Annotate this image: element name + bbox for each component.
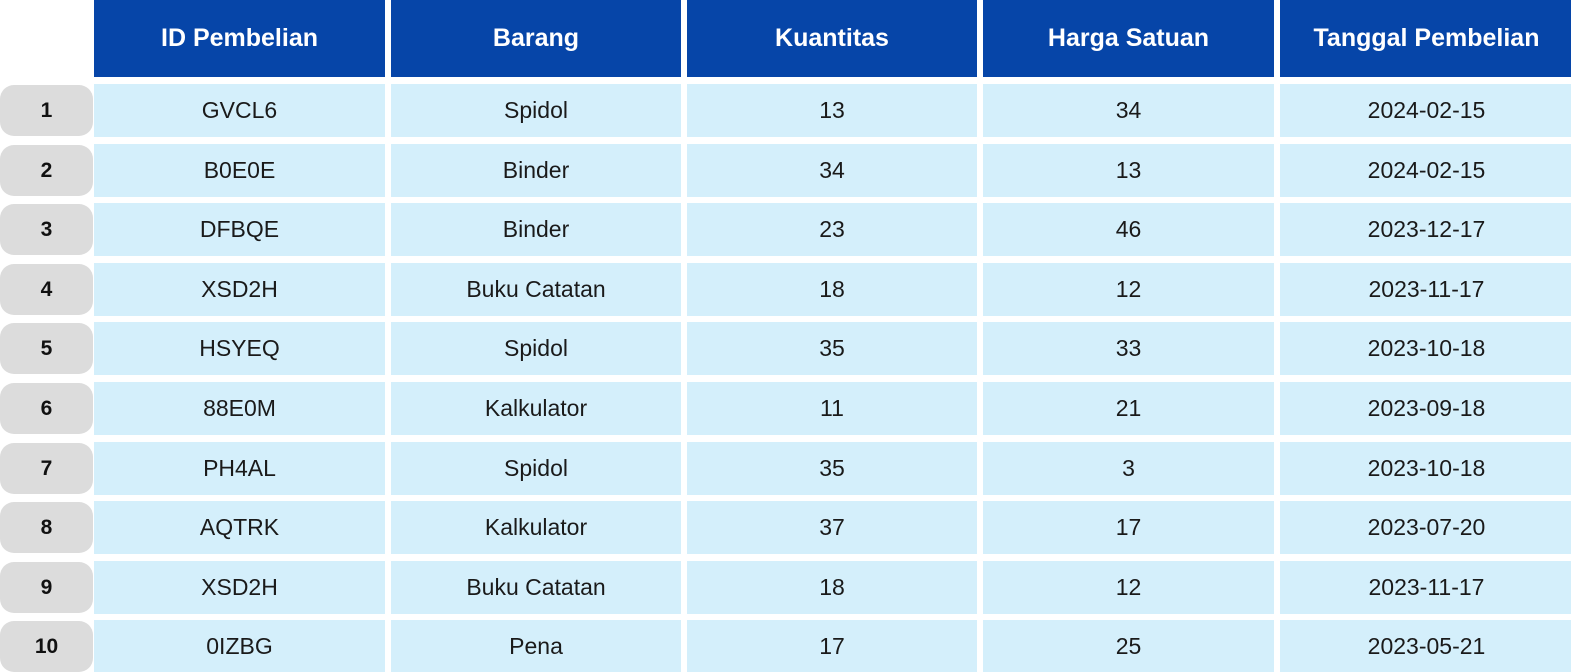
cell-kuantitas[interactable]: 18	[687, 263, 977, 316]
column-header-tanggal-pembelian[interactable]: Tanggal Pembelian	[1280, 0, 1571, 77]
cell-harga-satuan[interactable]: 25	[983, 620, 1274, 672]
table-row: 5 HSYEQ Spidol 35 33 2023-10-18	[0, 322, 1571, 375]
cell-kuantitas[interactable]: 34	[687, 144, 977, 197]
cell-kuantitas[interactable]: 17	[687, 620, 977, 672]
cell-harga-satuan[interactable]: 46	[983, 203, 1274, 256]
row-number[interactable]: 9	[0, 562, 93, 613]
cell-tanggal-pembelian[interactable]: 2023-05-21	[1280, 620, 1571, 672]
cell-kuantitas[interactable]: 23	[687, 203, 977, 256]
cell-tanggal-pembelian[interactable]: 2023-10-18	[1280, 322, 1571, 375]
cell-tanggal-pembelian[interactable]: 2023-07-20	[1280, 501, 1571, 554]
table-row: 7 PH4AL Spidol 35 3 2023-10-18	[0, 442, 1571, 495]
row-number[interactable]: 10	[0, 621, 93, 672]
cell-id-pembelian[interactable]: DFBQE	[94, 203, 385, 256]
cell-harga-satuan[interactable]: 17	[983, 501, 1274, 554]
row-number[interactable]: 5	[0, 323, 93, 374]
cell-barang[interactable]: Buku Catatan	[391, 263, 681, 316]
row-number[interactable]: 2	[0, 145, 93, 196]
table-row: 6 88E0M Kalkulator 11 21 2023-09-18	[0, 382, 1571, 435]
cell-tanggal-pembelian[interactable]: 2024-02-15	[1280, 144, 1571, 197]
cell-id-pembelian[interactable]: HSYEQ	[94, 322, 385, 375]
row-number[interactable]: 3	[0, 204, 93, 255]
cell-barang[interactable]: Spidol	[391, 84, 681, 137]
table-row: 2 B0E0E Binder 34 13 2024-02-15	[0, 144, 1571, 197]
cell-harga-satuan[interactable]: 33	[983, 322, 1274, 375]
row-number[interactable]: 1	[0, 85, 93, 136]
row-number[interactable]: 7	[0, 443, 93, 494]
cell-kuantitas[interactable]: 11	[687, 382, 977, 435]
table-row: 8 AQTRK Kalkulator 37 17 2023-07-20	[0, 501, 1571, 554]
cell-kuantitas[interactable]: 35	[687, 442, 977, 495]
cell-harga-satuan[interactable]: 3	[983, 442, 1274, 495]
column-header-barang[interactable]: Barang	[391, 0, 681, 77]
cell-tanggal-pembelian[interactable]: 2024-02-15	[1280, 84, 1571, 137]
cell-barang[interactable]: Kalkulator	[391, 382, 681, 435]
cell-harga-satuan[interactable]: 12	[983, 263, 1274, 316]
cell-id-pembelian[interactable]: PH4AL	[94, 442, 385, 495]
cell-harga-satuan[interactable]: 12	[983, 561, 1274, 614]
cell-id-pembelian[interactable]: 0IZBG	[94, 620, 385, 672]
table-row: 10 0IZBG Pena 17 25 2023-05-21	[0, 620, 1571, 672]
cell-barang[interactable]: Binder	[391, 203, 681, 256]
cell-barang[interactable]: Kalkulator	[391, 501, 681, 554]
cell-harga-satuan[interactable]: 13	[983, 144, 1274, 197]
column-header-kuantitas[interactable]: Kuantitas	[687, 0, 977, 77]
row-number[interactable]: 6	[0, 383, 93, 434]
cell-id-pembelian[interactable]: B0E0E	[94, 144, 385, 197]
table-row: 3 DFBQE Binder 23 46 2023-12-17	[0, 203, 1571, 256]
cell-tanggal-pembelian[interactable]: 2023-11-17	[1280, 263, 1571, 316]
cell-harga-satuan[interactable]: 34	[983, 84, 1274, 137]
column-header-id-pembelian[interactable]: ID Pembelian	[94, 0, 385, 77]
cell-harga-satuan[interactable]: 21	[983, 382, 1274, 435]
cell-tanggal-pembelian[interactable]: 2023-11-17	[1280, 561, 1571, 614]
cell-id-pembelian[interactable]: AQTRK	[94, 501, 385, 554]
table-row: 9 XSD2H Buku Catatan 18 12 2023-11-17	[0, 561, 1571, 614]
cell-tanggal-pembelian[interactable]: 2023-12-17	[1280, 203, 1571, 256]
cell-barang[interactable]: Binder	[391, 144, 681, 197]
row-number[interactable]: 4	[0, 264, 93, 315]
cell-barang[interactable]: Spidol	[391, 442, 681, 495]
cell-kuantitas[interactable]: 35	[687, 322, 977, 375]
cell-barang[interactable]: Pena	[391, 620, 681, 672]
cell-barang[interactable]: Spidol	[391, 322, 681, 375]
cell-kuantitas[interactable]: 13	[687, 84, 977, 137]
table-row: 1 GVCL6 Spidol 13 34 2024-02-15	[0, 84, 1571, 137]
cell-tanggal-pembelian[interactable]: 2023-09-18	[1280, 382, 1571, 435]
cell-id-pembelian[interactable]: XSD2H	[94, 263, 385, 316]
cell-id-pembelian[interactable]: GVCL6	[94, 84, 385, 137]
table-row: 4 XSD2H Buku Catatan 18 12 2023-11-17	[0, 263, 1571, 316]
column-header-harga-satuan[interactable]: Harga Satuan	[983, 0, 1274, 77]
row-number[interactable]: 8	[0, 502, 93, 553]
cell-kuantitas[interactable]: 37	[687, 501, 977, 554]
cell-kuantitas[interactable]: 18	[687, 561, 977, 614]
cell-tanggal-pembelian[interactable]: 2023-10-18	[1280, 442, 1571, 495]
cell-id-pembelian[interactable]: XSD2H	[94, 561, 385, 614]
table-header-row: ID Pembelian Barang Kuantitas Harga Satu…	[94, 0, 1571, 77]
cell-id-pembelian[interactable]: 88E0M	[94, 382, 385, 435]
cell-barang[interactable]: Buku Catatan	[391, 561, 681, 614]
